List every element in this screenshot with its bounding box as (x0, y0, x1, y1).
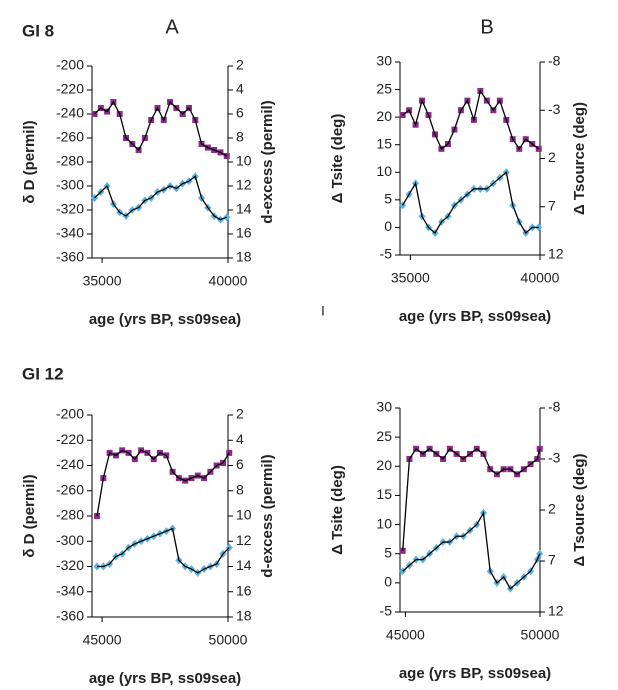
y-axis-label: δ D (permil) (21, 474, 38, 557)
y-tick-label: -260 (56, 129, 84, 145)
x-axis-label: age (yrs BP, ss09sea) (89, 311, 241, 328)
x-axis-label: age (yrs BP, ss09sea) (399, 308, 551, 325)
y-tick-label: -340 (56, 225, 84, 241)
y2-tick-label: 18 (236, 249, 252, 265)
y2-tick-label: 4 (236, 431, 244, 447)
y-tick-label: 20 (376, 457, 392, 473)
y2-axis-label: Δ Tsource (deg) (571, 102, 588, 215)
y-tick-label: -300 (56, 177, 84, 193)
y-tick-label: -280 (56, 153, 84, 169)
y2-tick-label: 6 (236, 456, 244, 472)
series-line (402, 447, 541, 551)
y2-tick-label: 12 (236, 532, 252, 548)
y-tick-label: -360 (56, 249, 84, 265)
y2-tick-label: 8 (236, 129, 244, 145)
y2-tick-label: 16 (236, 582, 252, 598)
y-axis-label: δ D (permil) (21, 120, 38, 203)
y-tick-label: -320 (56, 557, 84, 573)
y-tick-label: 25 (376, 80, 392, 96)
group-label: GI 8 (22, 21, 54, 40)
x-tick-label: 40000 (521, 270, 560, 286)
y-tick-label: 30 (376, 399, 392, 415)
y-tick-label: 10 (376, 515, 392, 531)
x-tick-label: 45000 (386, 627, 425, 643)
panel-label: B (480, 16, 493, 38)
y-tick-label: 15 (376, 486, 392, 502)
y2-tick-label: 2 (548, 501, 556, 517)
y-tick-label: -220 (56, 431, 84, 447)
y2-tick-label: 12 (236, 177, 252, 193)
y2-tick-label: 7 (548, 552, 556, 568)
y2-tick-label: 10 (236, 507, 252, 523)
y-tick-label: -5 (380, 603, 393, 619)
y2-tick-label: 8 (236, 481, 244, 497)
y2-tick-label: -8 (548, 53, 561, 69)
y-axis-label: Δ Tsite (deg) (329, 465, 346, 555)
y2-axis-label: Δ Tsource (deg) (571, 453, 588, 566)
y2-tick-label: 4 (236, 81, 244, 97)
y-tick-label: 10 (376, 163, 392, 179)
y-tick-label: -200 (56, 406, 84, 422)
y2-axis-label: d-excess (permil) (259, 454, 276, 577)
y-tick-label: 15 (376, 135, 392, 151)
y-tick-label: -240 (56, 105, 84, 121)
y-tick-label: 25 (376, 428, 392, 444)
y-tick-label: -200 (56, 57, 84, 73)
x-tick-label: 35000 (391, 270, 430, 286)
y2-axis-label: d-excess (permil) (259, 100, 276, 223)
y2-tick-label: 18 (236, 608, 252, 624)
y-tick-label: 20 (376, 108, 392, 124)
y2-tick-label: -3 (548, 450, 561, 466)
x-axis-label: age (yrs BP, ss09sea) (399, 665, 551, 682)
x-axis-label: age (yrs BP, ss09sea) (89, 670, 241, 687)
series-line (96, 449, 230, 517)
y2-tick-label: 12 (548, 603, 564, 619)
y-tick-label: -5 (380, 246, 393, 262)
y2-tick-label: -8 (548, 399, 561, 415)
group-label: GI 12 (22, 364, 64, 383)
y2-tick-label: 2 (236, 406, 244, 422)
series-line (97, 527, 230, 574)
y2-tick-label: 12 (548, 246, 564, 262)
y-axis-label: Δ Tsite (deg) (329, 114, 346, 204)
y-tick-label: 0 (384, 218, 392, 234)
panel-label: A (165, 16, 179, 38)
y-tick-label: -300 (56, 532, 84, 548)
series-line (402, 89, 540, 151)
y-tick-label: 5 (384, 191, 392, 207)
y-tick-label: -240 (56, 456, 84, 472)
series-line (402, 171, 539, 234)
y2-tick-label: 14 (236, 557, 252, 573)
y2-tick-label: 6 (236, 105, 244, 121)
x-tick-label: 50000 (521, 627, 560, 643)
y-tick-label: -320 (56, 201, 84, 217)
y-tick-label: 0 (384, 574, 392, 590)
y2-tick-label: 14 (236, 201, 252, 217)
y2-tick-label: 2 (548, 149, 556, 165)
y-tick-label: -260 (56, 481, 84, 497)
y-tick-label: 30 (376, 53, 392, 69)
y2-tick-label: 10 (236, 153, 252, 169)
stray-mark: I (321, 303, 325, 319)
y-tick-label: -280 (56, 507, 84, 523)
y2-tick-label: -3 (548, 101, 561, 117)
y-tick-label: -340 (56, 582, 84, 598)
x-tick-label: 35000 (83, 273, 122, 289)
y2-tick-label: 2 (236, 57, 244, 73)
series-line (94, 100, 228, 157)
y2-tick-label: 7 (548, 197, 556, 213)
x-tick-label: 45000 (83, 632, 122, 648)
x-tick-label: 40000 (209, 273, 248, 289)
y-tick-label: -360 (56, 608, 84, 624)
x-tick-label: 50000 (209, 632, 248, 648)
series-line (94, 175, 227, 221)
y-tick-label: 5 (384, 544, 392, 560)
series-line (402, 510, 541, 590)
y2-tick-label: 16 (236, 225, 252, 241)
y-tick-label: -220 (56, 81, 84, 97)
